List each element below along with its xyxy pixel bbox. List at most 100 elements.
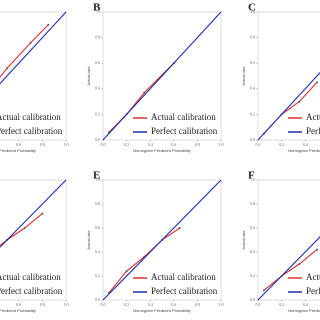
legend-label: Actual calibration [151,272,216,282]
x-tick-label: 0.2 [279,142,284,147]
point [6,67,8,70]
x-axis-label: Nomogram Predicted Probability [133,148,191,153]
series-line [257,71,320,141]
y-tick-label: 0.2 [95,273,100,278]
legend-label: Actual calibration [306,112,320,122]
y-tick-label: 0.0 [250,297,255,302]
x-tick-label: 0.4 [303,302,308,307]
y-tick-label: 0.6 [250,60,255,65]
y-tick-label: 0.4 [250,86,255,91]
x-tick-label: 0.8 [195,302,200,307]
series-line [102,11,222,141]
point [316,81,318,84]
x-tick-label: 0.0 [101,302,106,307]
legend-label: Actual calibration [0,112,61,122]
y-tick-label: 0.0 [250,137,255,142]
panel-label: C [248,2,256,14]
plot-frame [0,179,67,301]
x-tick-label: 0.6 [171,302,176,307]
y-tick-label: 0.2 [250,111,255,116]
x-tick-label: 0.0 [256,302,261,307]
point [178,227,181,229]
x-tick-label: 0.6 [171,142,176,147]
series-line [0,179,67,248]
x-tick-label: 0.4 [148,302,153,307]
x-axis-label: Nomogram Predicted Probability [288,308,320,313]
point [29,41,32,44]
y-axis-label: Actual rate [86,230,91,250]
x-tick-label: 1.0 [64,302,69,307]
y-tick-label: 0.8 [250,201,255,206]
x-axis-label: Nomogram Predicted Probability [288,148,320,153]
y-tick-label: 0.0 [95,137,100,142]
y-tick-label: 0.2 [250,273,255,278]
panel: 0.00.20.40.60.81.00.00.20.40.60.81.0Nomo… [0,11,69,153]
y-tick-label: 0.6 [250,225,255,230]
legend-label: Actual calibration [306,272,320,282]
panel-label: E [93,170,100,182]
point [125,270,128,273]
series-line [263,249,318,291]
y-tick-label: 0.8 [95,35,100,40]
plot-frame [102,179,222,301]
point [316,248,318,251]
point [298,263,301,265]
x-tick-label: 1.0 [219,302,224,307]
x-tick-label: 0.8 [195,142,200,147]
x-tick-label: 1.0 [219,142,224,147]
series-line [0,213,43,247]
plot-frame [0,11,67,141]
y-tick-label: 0.4 [95,86,100,91]
panel: B 0.0 0.2 0.4 0.6 0.8 1.0 0.0 0.2 0.4 0.6 0.8 1.0 Nom… [86,2,223,154]
y-tick-label: 1.0 [95,9,100,14]
panel: 0.00.20.40.60.81.00.00.20.40.60.81.0Nomo… [0,179,69,313]
x-axis-label: Nomogram Predicted Probability [133,308,191,313]
x-tick-label: 0.0 [101,142,106,147]
y-tick-label: 1.0 [95,177,100,182]
y-tick-label: 0.4 [250,249,255,254]
y-tick-label: 0.8 [95,201,100,206]
y-tick-label: 1.0 [250,177,255,182]
panel: F0.00.20.40.60.81.00.00.20.40.60.81.0Nom… [241,170,320,313]
panel: E 0.0 0.2 0.4 0.6 0.8 1.0 0.0 0.2 0.4 0.6 0.8 1.0 Nom… [86,170,223,314]
panel-label: F [248,170,255,182]
legend-label: Perfect calibration [306,286,320,296]
legend-label: Perfect calibration [151,286,218,296]
plot-frame [257,179,320,301]
legend-label: Perfect calibration [0,286,63,296]
x-tick-label: 0.6 [16,142,21,147]
point [47,23,50,26]
x-tick-label: 0.2 [124,142,129,147]
legend-label: Actual calibration [0,272,61,282]
point [262,289,265,292]
x-tick-label: 0.8 [40,142,45,147]
x-tick-label: 0.4 [303,142,308,147]
series-line [257,236,320,301]
series-line [0,11,67,85]
y-tick-label: 0.4 [95,249,100,254]
x-tick-label: 0.8 [40,302,45,307]
plot-frame [257,11,320,141]
y-tick-label: 0.6 [95,225,100,230]
x-tick-label: 0.2 [279,302,284,307]
legend-label: Perfect calibration [306,126,320,136]
y-tick-label: 0.6 [95,60,100,65]
legend-label: Actual calibration [151,112,216,122]
panel-label: B [93,2,101,14]
x-tick-label: 1.0 [64,142,69,147]
y-axis-label: Actual rate [241,230,246,250]
point [298,100,301,103]
y-tick-label: 0.0 [95,297,100,302]
x-tick-label: 0.2 [124,302,129,307]
panel: C0.00.20.40.60.81.00.00.20.40.60.81.0Nom… [241,2,320,153]
point [41,212,44,215]
y-tick-label: 0.2 [95,111,100,116]
x-tick-label: 0.0 [256,142,261,147]
x-axis-label: Nomogram Predicted Probability [0,148,36,153]
x-axis-label: Nomogram Predicted Probability [0,308,36,313]
legend-label: Perfect calibration [0,126,63,136]
y-axis-label: Actual rate [86,66,91,86]
point [23,227,26,229]
